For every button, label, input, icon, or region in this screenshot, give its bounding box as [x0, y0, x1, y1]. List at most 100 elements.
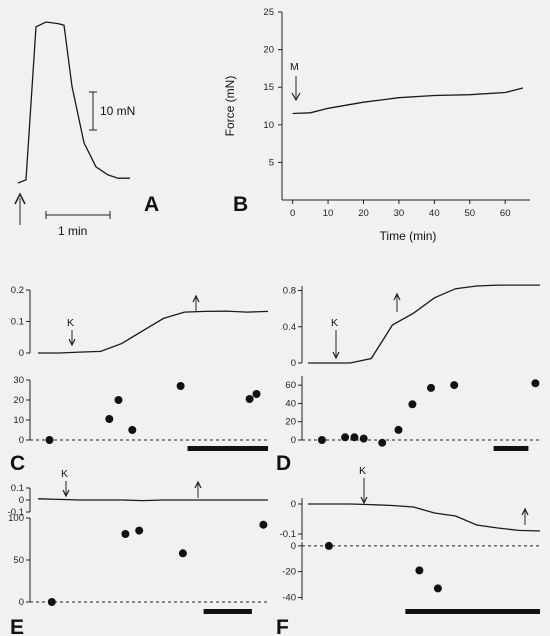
- panel-letter-d: D: [276, 452, 291, 475]
- panel-b-xtick-label: 50: [464, 208, 475, 219]
- panel-c-force-trace: [38, 310, 269, 354]
- panel-f-up-arrow-icon: [521, 507, 529, 525]
- panel-c-annotation-k: K: [67, 317, 74, 329]
- panel-c-data-point: [252, 390, 261, 398]
- panel-b-ytick-label: 25: [263, 7, 274, 18]
- panel-d-bottom-ytick-label: 20: [285, 417, 296, 428]
- panel-f-data-point: [433, 584, 442, 593]
- panel-b-xtick-label: 20: [358, 208, 369, 219]
- panel-f-treatment-bar: [405, 609, 540, 614]
- panel-b-trace: [292, 87, 524, 115]
- arrow-head: [62, 489, 70, 498]
- panel-a: 10 mN 1 min A: [14, 21, 159, 238]
- arrow-head: [332, 351, 340, 360]
- panel-letter-e: E: [10, 616, 24, 636]
- panel-e-bottom-ytick-label: 50: [13, 555, 24, 566]
- panel-c-top-ytick-label: 0.2: [11, 285, 24, 296]
- panel-d-data-point: [359, 434, 368, 443]
- arrow-head: [68, 338, 76, 347]
- panel-b-ylabel: Force (mN): [223, 76, 237, 137]
- panel-letter-b: B: [233, 193, 248, 216]
- panel-e-top-ytick-label: -0.1: [8, 507, 24, 518]
- panel-c-bottom-ytick-label: 30: [13, 375, 24, 386]
- panel-e-k-arrow-icon: [62, 481, 70, 498]
- panel-e-data-point: [259, 520, 268, 529]
- arrow-head: [192, 294, 200, 303]
- panel-b-xtick-label: 0: [290, 208, 295, 219]
- panel-b-xtick-label: 30: [394, 208, 405, 219]
- panel-d-top-ytick-label: 0: [291, 358, 296, 369]
- panel-d-top-ytick-label: 0.4: [283, 322, 296, 333]
- panel-e-up-arrow-icon: [194, 480, 202, 498]
- panel-e-top-ytick-label: 0: [19, 495, 24, 506]
- panel-b-xlabel: Time (min): [380, 229, 437, 243]
- panel-f-bottom-ytick-label: -40: [282, 592, 296, 603]
- panel-f-top-ytick-label: 0: [291, 499, 296, 510]
- panel-d-bottom-ytick-label: 0: [291, 435, 296, 446]
- panel-a-trace: [17, 21, 130, 184]
- panel-d-top-ytick-label: 0.8: [283, 286, 296, 297]
- panel-b-xtick-label: 60: [500, 208, 511, 219]
- panel-c: 0 0.1 0.2 0 10 20 30 K C: [10, 285, 269, 475]
- panel-d-bottom-ytick-label: 40: [285, 398, 296, 409]
- panel-f-bottom-ytick-label: -20: [282, 567, 296, 578]
- panel-d-force-trace: [308, 284, 540, 364]
- panel-c-data-point: [176, 382, 185, 390]
- panel-b-ytick-label: 10: [263, 120, 274, 131]
- panel-d-data-point: [350, 433, 359, 442]
- panel-a-time-label: 1 min: [58, 224, 87, 238]
- panel-f-k-arrow-icon: [360, 478, 368, 505]
- panel-d-data-point: [427, 383, 435, 392]
- panel-b-xtick-label: 40: [429, 208, 440, 219]
- panel-f-top-ytick-label: -0.1: [280, 529, 296, 540]
- panel-a-force-label: 10 mN: [100, 104, 135, 118]
- panel-e-data-point: [178, 549, 187, 558]
- arrow-head: [393, 292, 401, 301]
- panel-e-data-point: [121, 530, 130, 538]
- arrow-head: [194, 480, 202, 489]
- panel-d-annotation-k: K: [331, 317, 338, 329]
- panel-e-bottom-ytick-label: 0: [19, 597, 24, 608]
- panel-letter-c: C: [10, 452, 25, 475]
- panel-e-top-ytick-label: 0.1: [11, 483, 24, 494]
- panel-d-data-point: [317, 436, 326, 444]
- panel-b-ytick-label: 5: [269, 157, 274, 168]
- panel-d-data-point: [450, 381, 459, 390]
- panel-d-treatment-bar: [493, 446, 529, 451]
- panel-c-treatment-bar: [187, 446, 268, 451]
- panel-f-data-point: [324, 541, 333, 550]
- panel-f-annotation-k: K: [359, 465, 366, 477]
- panel-c-data-point: [105, 415, 114, 423]
- panel-c-k-arrow-icon: [68, 330, 76, 347]
- panel-c-bottom-ytick-label: 10: [13, 415, 24, 426]
- panel-c-bottom-ytick-label: 20: [13, 395, 24, 406]
- arrow-head: [360, 496, 368, 505]
- panel-c-bottom-ytick-label: 0: [19, 435, 24, 446]
- panel-b-ticks: 0 10 20 30 40 50 60 5 10 15 20 25: [263, 7, 510, 219]
- panel-letter-f: F: [276, 616, 289, 636]
- panel-d-data-point: [408, 400, 417, 409]
- panel-e-data-point: [135, 526, 144, 535]
- panel-b-marker-arrow-icon: [291, 76, 301, 102]
- panel-letter-a: A: [144, 193, 159, 216]
- panel-b-xtick-label: 10: [323, 208, 334, 219]
- panel-c-up-arrow-icon: [192, 294, 200, 312]
- panel-f-bottom-ytick-label: 0: [291, 541, 296, 552]
- panel-f-data-point: [415, 566, 424, 575]
- panel-b-ytick-label: 20: [263, 45, 274, 56]
- panel-b-annotation-m: M: [290, 61, 299, 73]
- panel-c-data-point: [128, 426, 137, 434]
- panel-c-data-point: [245, 395, 254, 403]
- panel-d-data-point: [341, 433, 350, 442]
- panel-c-top-ytick-label: 0: [19, 348, 24, 359]
- panel-c-top-ytick-label: 0.1: [11, 317, 24, 328]
- panel-f-force-trace: [308, 503, 541, 532]
- panel-d-data-point: [394, 425, 403, 434]
- panel-d-data-point: [531, 379, 540, 388]
- panel-a-stimulus-arrow-icon: [14, 192, 26, 225]
- panel-c-data-point: [45, 436, 54, 444]
- panel-d-up-arrow-icon: [393, 292, 401, 312]
